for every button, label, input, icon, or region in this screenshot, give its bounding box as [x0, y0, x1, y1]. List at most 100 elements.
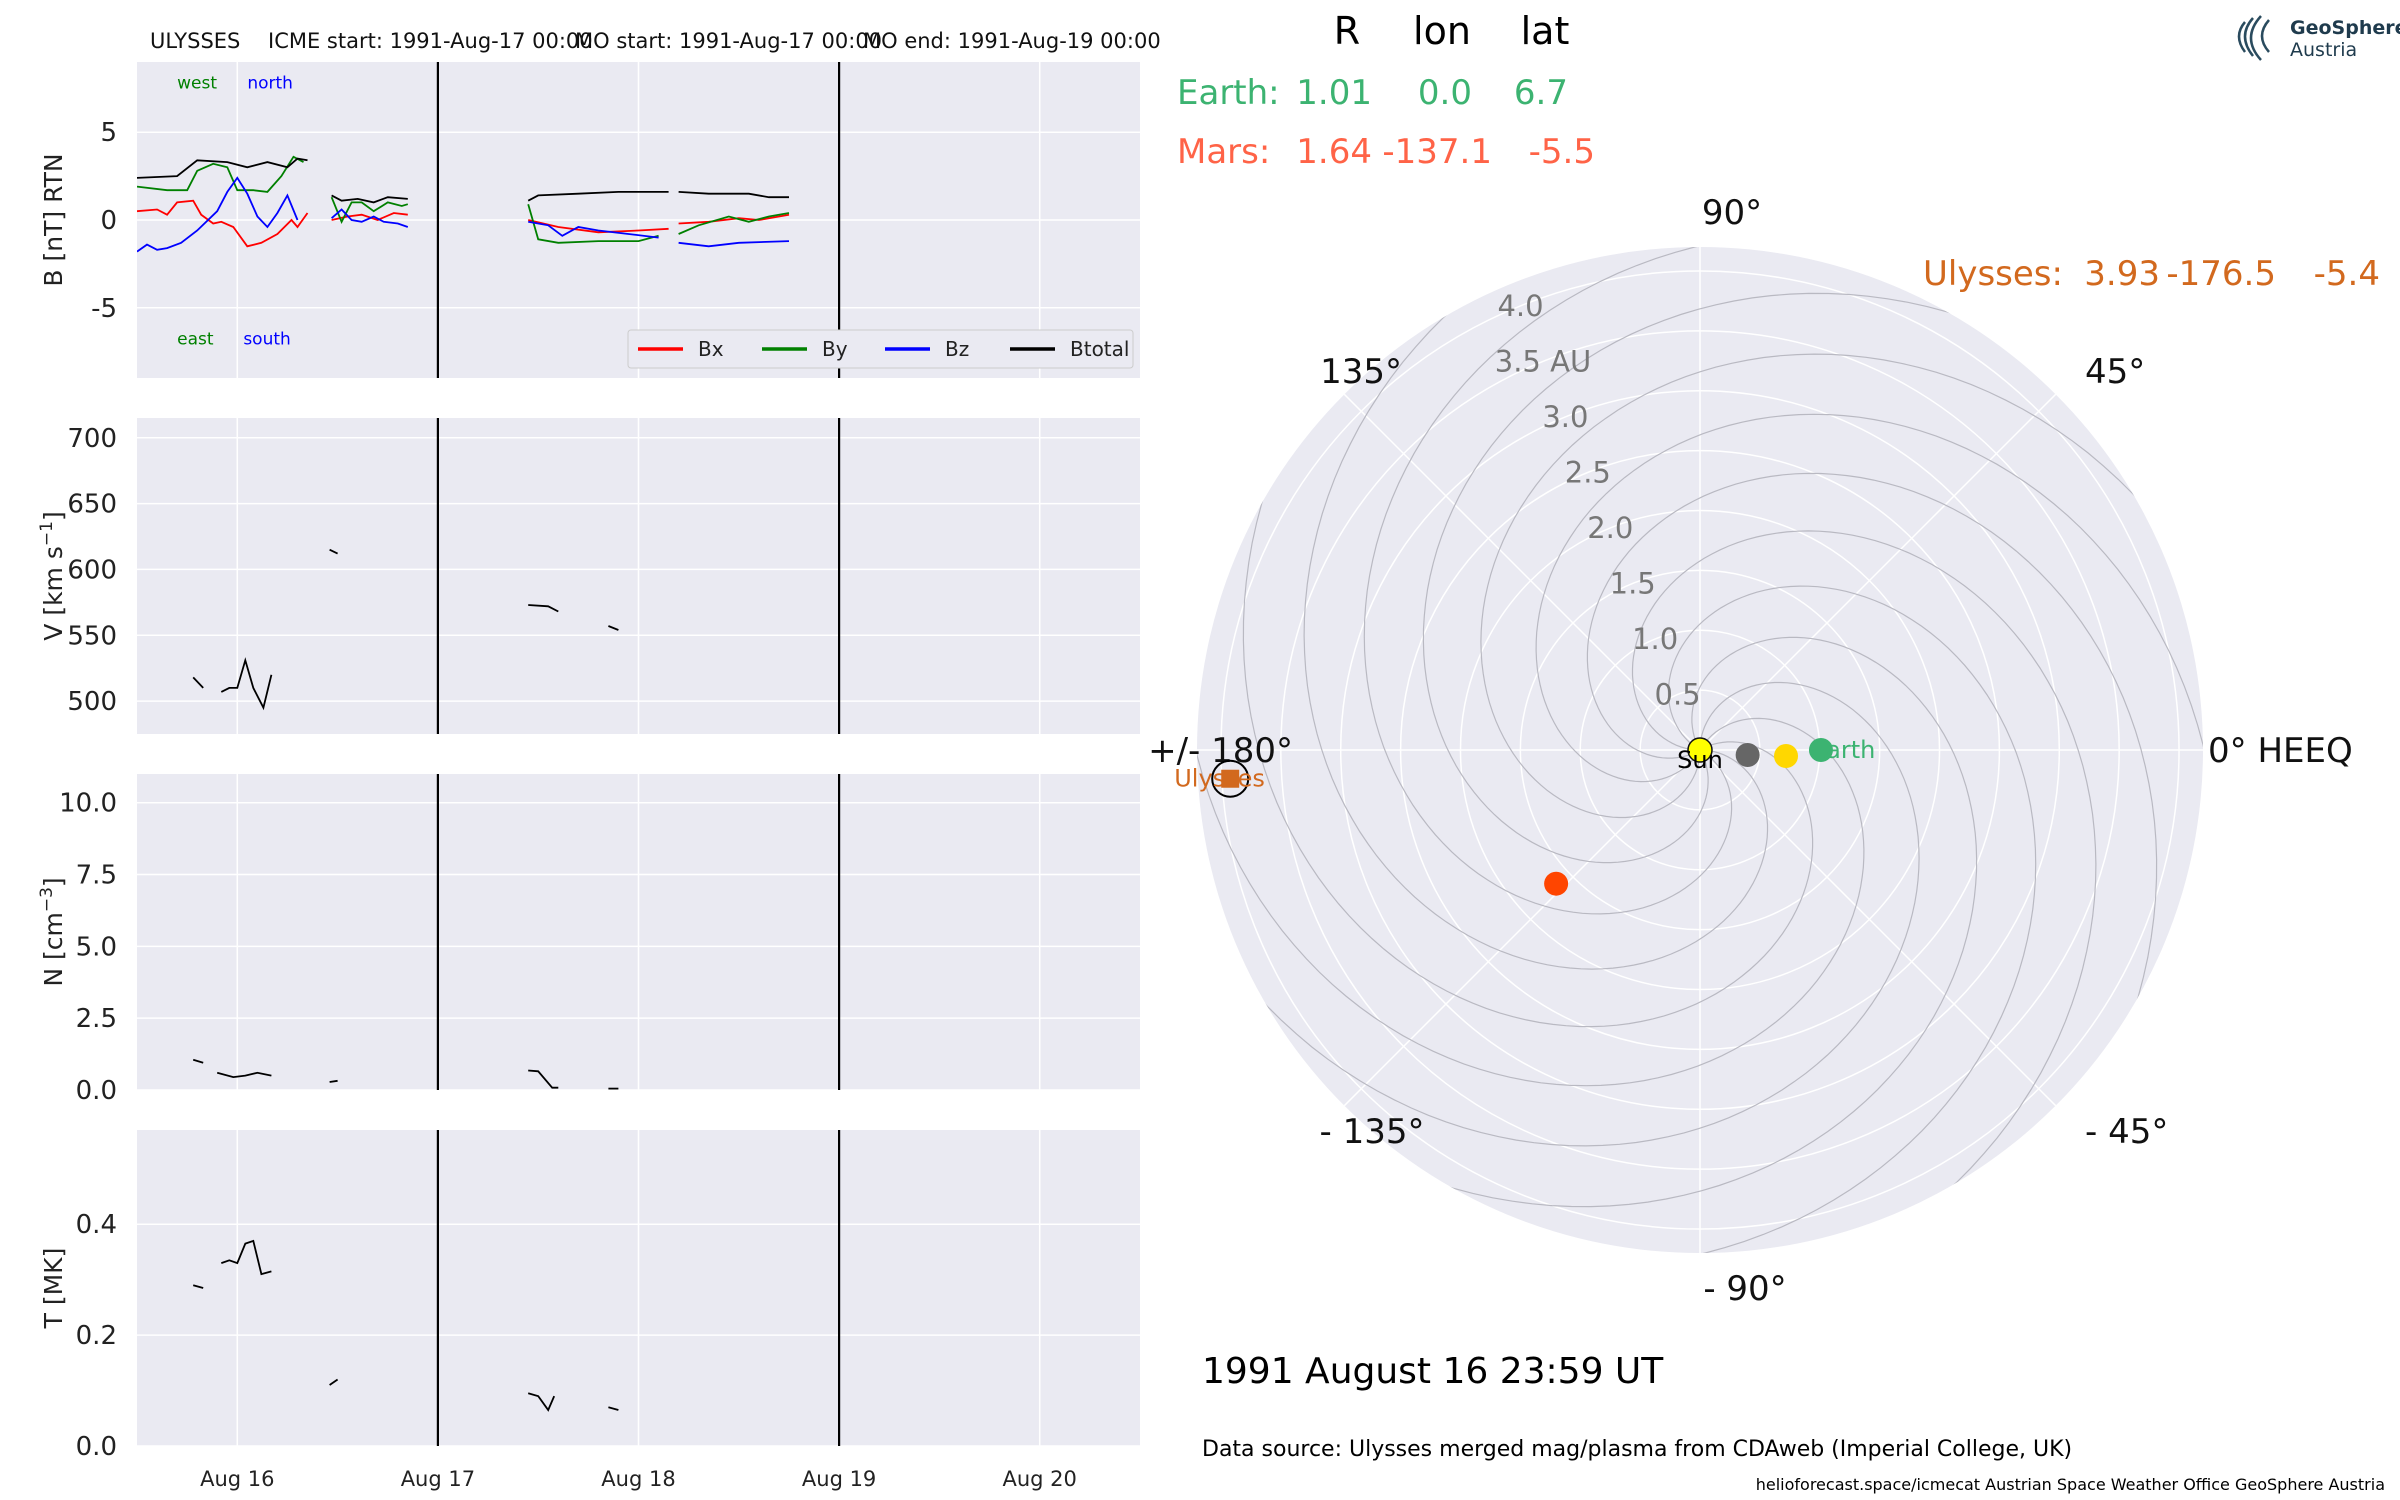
xtick-label: Aug 19	[802, 1467, 876, 1491]
b_field-ytick-label: 5	[100, 118, 117, 148]
legend-label-Bz: Bz	[945, 337, 969, 361]
xtick-label: Aug 17	[401, 1467, 475, 1491]
plot-header: ULYSSES ICME start: 1991-Aug-17 00:00 MO…	[150, 29, 1161, 53]
mo-end-label: MO end: 1991-Aug-19 00:00	[863, 29, 1161, 53]
body-earth-label: Earth	[1811, 736, 1875, 764]
speed-ytick-label: 600	[67, 555, 117, 585]
position-table: R lon lat Earth: 1.01 0.0 6.7 Mars: 1.64…	[1177, 9, 2380, 294]
annotation-south: south	[243, 330, 290, 350]
body-sun-marker	[1687, 737, 1713, 763]
ulysses-row-lon: -176.5	[2166, 254, 2276, 294]
parker-spiral-5	[1667, 585, 2037, 1253]
speed-series-line-segment-4	[608, 625, 619, 631]
data-source: Data source: Ulysses merged mag/plasma f…	[1202, 1437, 2072, 1462]
polar-theta-label: - 90°	[1703, 1269, 1786, 1309]
temperature-ytick-label: 0.0	[76, 1432, 117, 1462]
density-ytick-label: 2.5	[76, 1004, 117, 1034]
polar-rtick-label: 1.0	[1632, 622, 1678, 656]
parker-spiral-7	[1586, 472, 2158, 1017]
polar-theta-label: 90°	[1702, 193, 1762, 233]
table-header-lon: lon	[1413, 9, 1471, 53]
temperature-series-line-segment-3	[527, 1392, 556, 1412]
b_field-series-Btotal-segment-2	[527, 190, 669, 202]
temperature-ytick-label: 0.4	[76, 1210, 117, 1240]
earth-row-lat: 6.7	[1514, 73, 1568, 113]
parker-spiral-8	[1535, 413, 2203, 783]
speed-series-line-segment-3	[528, 604, 559, 613]
annotation-east: east	[177, 330, 214, 350]
footer-credits: helioforecast.space/icmecat Austrian Spa…	[1756, 1475, 2385, 1494]
b_field-series-Bz-segment-2	[528, 220, 659, 239]
b_field-series-By-segment-3	[678, 212, 790, 235]
parker-spiral-6	[1631, 530, 2097, 1198]
parker-spiral-0	[1303, 302, 1769, 970]
b_field-ytick-label: 0	[100, 206, 117, 236]
ulysses-row: Ulysses: 3.93 -176.5 -5.4	[1923, 254, 2380, 294]
b_field-series-Btotal-segment-3	[678, 191, 789, 199]
body-earth-marker	[1808, 738, 1833, 762]
body-sun-label: Sun	[1677, 746, 1723, 774]
earth-row-lon: 0.0	[1418, 73, 1472, 113]
legend-label-Btotal: Btotal	[1070, 337, 1129, 361]
b_field-ylabel: B [nT] RTN	[39, 153, 68, 286]
speed-series-line-segment-0	[192, 676, 204, 689]
mars-row-lat: -5.5	[1529, 132, 1595, 172]
annotation-north: north	[247, 73, 293, 93]
polar-spoke-45	[1699, 393, 2057, 751]
b_field-series-Btotal-segment-1	[331, 194, 408, 204]
table-header-r: R	[1334, 9, 1360, 53]
b-field-legend: Bx By Bz Btotal	[627, 329, 1134, 369]
parker-spiral-10	[1422, 292, 1967, 864]
speed-ytick-label: 650	[67, 490, 117, 520]
body-mercury-marker	[1735, 743, 1760, 768]
mars-row-lon: -137.1	[1382, 132, 1492, 172]
speed-ylabel: V [km s−1]	[37, 511, 68, 640]
polar-theta-label: 0° HEEQ	[2208, 731, 2353, 771]
speed-ytick-label: 700	[67, 424, 117, 454]
speed-series-line-segment-1	[220, 657, 273, 711]
parker-spiral-9	[1480, 353, 2148, 819]
polar-rtick-label: 0.5	[1655, 677, 1701, 711]
earth-row-r: 1.01	[1296, 73, 1372, 113]
polar-rtick-label: 2.5	[1565, 455, 1611, 489]
b_field-series-By-segment-1	[330, 196, 409, 224]
temperature-series-line-segment-2	[329, 1378, 339, 1386]
speed-panel: 500 550 600 650 700 V [km s−1]	[37, 418, 1140, 734]
earth-row-label: Earth:	[1177, 73, 1280, 113]
b_field-series-Bx-segment-0	[137, 199, 309, 248]
legend-label-Bx: Bx	[698, 337, 724, 361]
b_field-series-Bx-segment-3	[678, 213, 790, 225]
spacecraft-name: ULYSSES	[150, 29, 240, 53]
parker-spiral-3	[1252, 681, 1920, 1147]
parker-spiral-2	[1197, 717, 1865, 1087]
b_field-series-Bz-segment-1	[331, 208, 409, 228]
density-ytick-label: 10.0	[59, 789, 117, 819]
xtick-label: Aug 18	[601, 1467, 675, 1491]
ulysses-row-r: 3.93	[2084, 254, 2160, 294]
logo-line-2: Austria	[2290, 39, 2357, 61]
earth-row: Earth: 1.01 0.0 6.7	[1177, 73, 1568, 113]
geosphere-logo: GeoSphere Austria	[2237, 15, 2400, 61]
timestamp: 1991 August 16 23:59 UT	[1202, 1351, 1664, 1392]
polar-spoke-225	[1343, 749, 1701, 1107]
temperature-ytick-label: 0.2	[76, 1321, 117, 1351]
density-panel: 0.0 2.5 5.0 7.5 10.0 N [cm−3]	[37, 774, 1140, 1106]
density-series-line-segment-2	[329, 1079, 338, 1083]
density-ytick-label: 7.5	[76, 861, 117, 891]
icme-start-label: ICME start: 1991-Aug-17 00:00	[268, 29, 593, 53]
legend-box	[627, 329, 1134, 369]
polar-rtick-label: 3.0	[1542, 400, 1588, 434]
mars-row-r: 1.64	[1296, 132, 1372, 172]
density-ylabel: N [cm−3]	[37, 877, 68, 986]
density-series-line-segment-3	[528, 1069, 559, 1089]
temperature-series-line-segment-4	[608, 1406, 619, 1411]
polar-spoke-135	[1343, 393, 1701, 751]
polar-rtick-label: 4.0	[1497, 289, 1543, 323]
polar-position-plot: 0.5 1.0 1.5 2.0 2.5 3.0 3.5 AU 4.0 0° HEEQ 45° 90°…	[1148, 193, 2353, 1309]
speed-series-line-segment-2	[329, 548, 338, 555]
ulysses-row-label: Ulysses:	[1923, 254, 2063, 294]
legend-label-By: By	[822, 337, 848, 361]
xtick-label: Aug 16	[200, 1467, 274, 1491]
legend-items: Bx By Bz Btotal	[638, 337, 1129, 361]
